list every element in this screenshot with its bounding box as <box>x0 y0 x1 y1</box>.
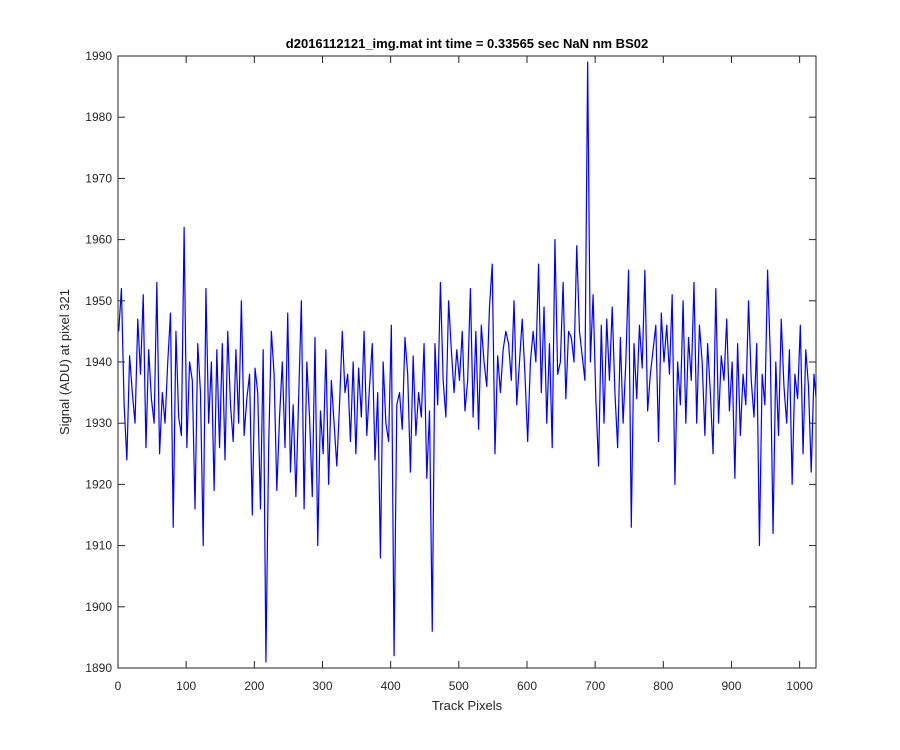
x-axis-label: Track Pixels <box>432 698 503 713</box>
y-tick-label: 1930 <box>85 416 112 430</box>
y-tick-label: 1970 <box>85 171 112 185</box>
chart-title: d2016112121_img.mat int time = 0.33565 s… <box>286 36 648 51</box>
plot-frame <box>117 55 817 669</box>
x-tick-label: 0 <box>115 679 122 693</box>
y-tick-label: 1920 <box>85 477 112 491</box>
y-axis-label: Signal (ADU) at pixel 321 <box>57 289 72 435</box>
x-tick-label: 900 <box>721 679 741 693</box>
y-tick-label: 1980 <box>85 110 112 124</box>
series-layer <box>118 61 816 663</box>
y-tick-label: 1910 <box>85 539 112 553</box>
plot-area <box>118 56 816 668</box>
y-tick-label: 1900 <box>85 600 112 614</box>
x-tick-label: 700 <box>585 679 605 693</box>
x-tick-label: 100 <box>176 679 196 693</box>
series-line-1 <box>118 61 816 663</box>
y-tick-label: 1960 <box>85 233 112 247</box>
x-tick-label: 300 <box>312 679 332 693</box>
x-tick-label: 400 <box>381 679 401 693</box>
y-tick-label: 1890 <box>85 661 112 675</box>
y-tick-label: 1990 <box>85 49 112 63</box>
x-tick-label: 800 <box>653 679 673 693</box>
ticks-layer: 0 100 200 300 400 500 600 700 800 900 1000 1890 1900… <box>85 49 816 693</box>
x-tick-label: 600 <box>517 679 537 693</box>
y-tick-label: 1950 <box>85 294 112 308</box>
y-tick-label: 1940 <box>85 355 112 369</box>
x-tick-label: 200 <box>244 679 264 693</box>
x-tick-label: 1000 <box>786 679 813 693</box>
x-tick-label: 500 <box>449 679 469 693</box>
